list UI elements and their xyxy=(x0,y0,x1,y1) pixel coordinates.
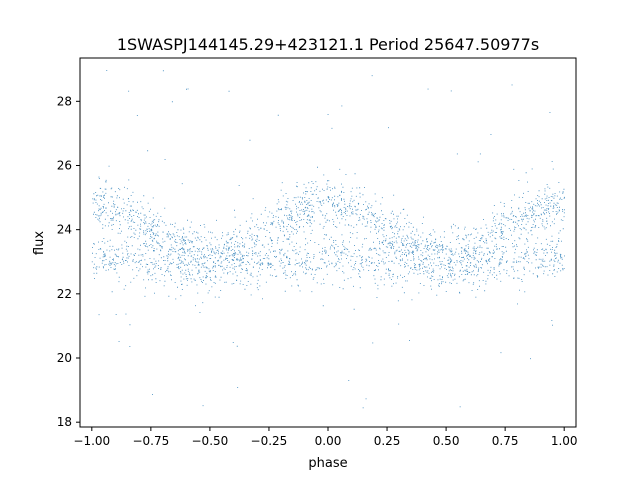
y-tick-label: 24 xyxy=(57,223,72,237)
x-tick-label: 1.00 xyxy=(551,434,578,448)
y-tick-label: 28 xyxy=(57,94,72,108)
x-tick-label: −0.50 xyxy=(192,434,229,448)
chart-title: 1SWASPJ144145.29+423121.1 Period 25647.5… xyxy=(117,35,539,54)
y-axis-label: flux xyxy=(32,231,47,255)
x-tick-label: 0.50 xyxy=(433,434,460,448)
y-axis: 18 20 22 24 26 28 xyxy=(57,94,80,429)
y-tick-label: 26 xyxy=(57,158,72,172)
y-tick-label: 18 xyxy=(57,415,72,429)
x-tick-label: −1.00 xyxy=(73,434,110,448)
y-tick-label: 20 xyxy=(57,351,72,365)
x-tick-label: −0.75 xyxy=(132,434,169,448)
x-tick-label: 0.25 xyxy=(374,434,401,448)
y-tick-label: 22 xyxy=(57,287,72,301)
x-tick-label: 0.75 xyxy=(492,434,519,448)
x-tick-label: 0.00 xyxy=(315,434,342,448)
x-axis: −1.00 −0.75 −0.50 −0.25 0.00 0.25 0.50 0.75 1.00 xyxy=(73,427,578,448)
x-tick-label: −0.25 xyxy=(251,434,288,448)
x-axis-label: phase xyxy=(308,456,347,471)
